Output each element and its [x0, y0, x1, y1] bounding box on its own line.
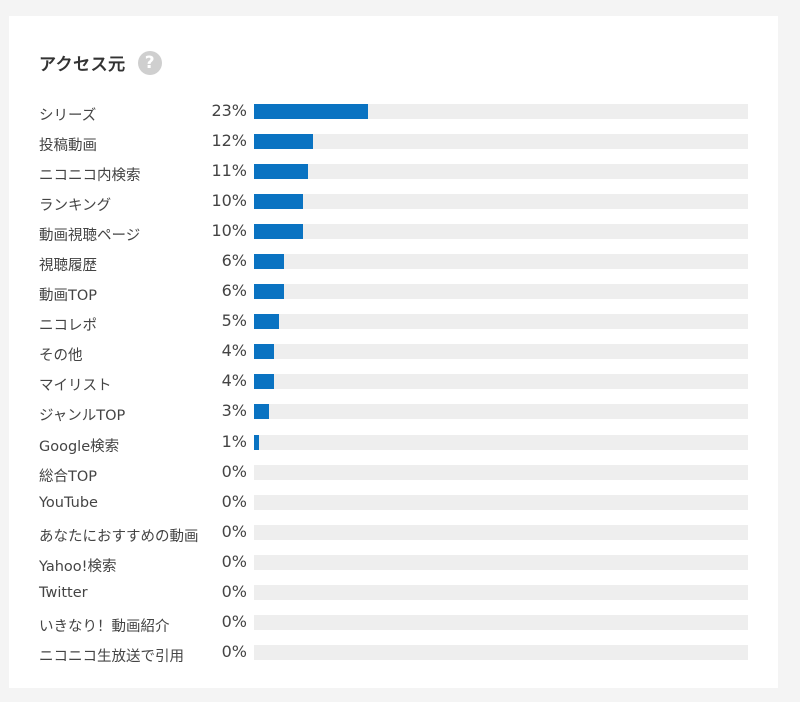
bar: [254, 404, 269, 420]
category-label: ニコニコ内検索: [39, 168, 141, 185]
category-label: ニコレポ: [39, 318, 97, 335]
bar-track: [254, 194, 748, 210]
bar-row: 視聴履歴 6%: [9, 246, 778, 276]
bar-track: [254, 224, 748, 240]
bar-track: [254, 344, 748, 360]
bar-row: Twitter 0%: [9, 577, 778, 607]
bar: [254, 104, 368, 119]
bar-track: [254, 314, 748, 330]
bar-row: いきなり！動画紹介 0%: [9, 607, 778, 637]
bar-track: [254, 164, 748, 180]
category-label: 動画視聴ページ: [39, 228, 141, 245]
category-label: ジャンルTOP: [39, 408, 126, 425]
bar-row: ニコレポ 5%: [9, 306, 778, 336]
bar-row: あなたにおすすめの動画 0%: [9, 517, 778, 547]
value-label: 0%: [221, 611, 247, 631]
bar: [254, 344, 274, 360]
bar-row: ニコニコ生放送で引用 0%: [9, 637, 778, 667]
bar: [254, 374, 274, 390]
value-label: 5%: [221, 311, 247, 331]
value-label: 0%: [221, 581, 247, 601]
bar-track: [254, 134, 748, 150]
category-label: YouTube: [39, 494, 98, 511]
category-label: マイリスト: [39, 378, 112, 395]
bar-track: [254, 524, 748, 540]
category-label: あなたにおすすめの動画: [39, 528, 199, 545]
help-icon[interactable]: ?: [137, 50, 162, 75]
category-label: いきなり！動画紹介: [39, 618, 170, 635]
category-label: ニコニコ生放送で引用: [39, 648, 184, 665]
category-label: Google検索: [39, 438, 120, 455]
bar-track: [254, 494, 748, 510]
panel-header: アクセス元 ?: [39, 50, 162, 75]
bar: [254, 254, 284, 270]
bar-track: [254, 554, 748, 570]
bar-row: 動画視聴ページ 10%: [9, 216, 778, 246]
bar: [254, 434, 259, 450]
bar-row: 総合TOP 0%: [9, 457, 778, 487]
value-label: 3%: [221, 401, 247, 421]
bar: [254, 134, 314, 150]
bar-row: 動画TOP 6%: [9, 276, 778, 306]
bar-row: ニコニコ内検索 11%: [9, 156, 778, 186]
category-label: 視聴履歴: [39, 258, 97, 275]
access-source-panel: アクセス元 ? シリーズ 23% 投稿動画 12% ニコニコ内検索 11% ランキング 10%…: [9, 16, 778, 688]
bar-row: その他 4%: [9, 336, 778, 366]
bar: [254, 284, 284, 300]
bar: [254, 224, 304, 240]
value-label: 0%: [221, 551, 247, 571]
bar-track: [254, 104, 748, 119]
value-label: 4%: [221, 371, 247, 391]
bar-track: [254, 584, 748, 600]
value-label: 10%: [211, 191, 247, 211]
bar-track: [254, 374, 748, 390]
value-label: 6%: [221, 251, 247, 271]
bar: [254, 314, 279, 330]
bar-row: 投稿動画 12%: [9, 126, 778, 156]
panel-title: アクセス元: [39, 55, 126, 75]
bar-row: ジャンルTOP 3%: [9, 396, 778, 426]
value-label: 0%: [221, 491, 247, 511]
bar-track: [254, 614, 748, 630]
bar-row: YouTube 0%: [9, 487, 778, 517]
value-label: 0%: [221, 641, 247, 661]
bar: [254, 194, 304, 210]
bar-track: [254, 254, 748, 270]
bar-chart: シリーズ 23% 投稿動画 12% ニコニコ内検索 11% ランキング 10% 動画視聴ページ 1…: [9, 96, 778, 667]
bar-track: [254, 284, 748, 300]
value-label: 0%: [221, 521, 247, 541]
category-label: その他: [39, 348, 83, 365]
value-label: 6%: [221, 281, 247, 301]
bar: [254, 164, 309, 180]
category-label: 総合TOP: [39, 468, 98, 485]
value-label: 11%: [211, 161, 247, 181]
bar-row: Google検索 1%: [9, 427, 778, 457]
bar-track: [254, 464, 748, 480]
bar-track: [254, 404, 748, 420]
category-label: 動画TOP: [39, 288, 98, 305]
value-label: 1%: [221, 431, 247, 451]
value-label: 0%: [221, 461, 247, 481]
bar-row: シリーズ 23%: [9, 96, 778, 126]
value-label: 4%: [221, 341, 247, 361]
value-label: 10%: [211, 221, 247, 241]
bar-track: [254, 434, 748, 450]
bar-track: [254, 644, 748, 660]
category-label: ランキング: [39, 198, 112, 215]
category-label: Yahoo!検索: [39, 558, 117, 575]
value-label: 23%: [211, 101, 247, 120]
category-label: Twitter: [39, 584, 88, 601]
category-label: シリーズ: [39, 108, 97, 124]
bar-row: ランキング 10%: [9, 186, 778, 216]
value-label: 12%: [211, 131, 247, 151]
bar-row: Yahoo!検索 0%: [9, 547, 778, 577]
bar-row: マイリスト 4%: [9, 366, 778, 396]
category-label: 投稿動画: [39, 138, 97, 155]
